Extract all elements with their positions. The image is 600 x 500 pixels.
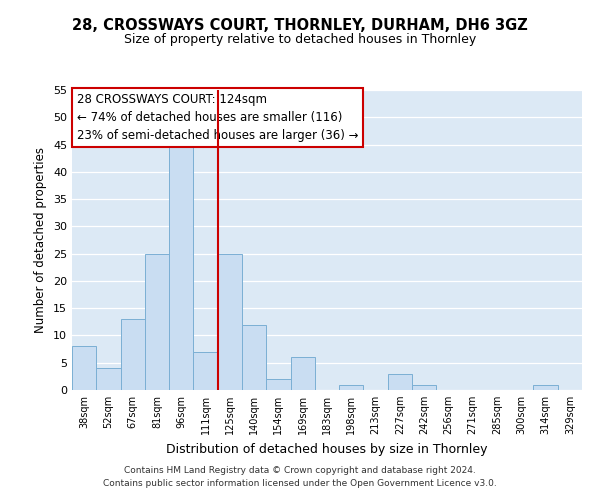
Bar — [388, 374, 412, 390]
Bar — [72, 346, 96, 390]
Bar — [339, 384, 364, 390]
Bar — [242, 324, 266, 390]
Bar — [290, 358, 315, 390]
Text: Contains HM Land Registry data © Crown copyright and database right 2024.
Contai: Contains HM Land Registry data © Crown c… — [103, 466, 497, 487]
Bar — [533, 384, 558, 390]
Bar — [121, 319, 145, 390]
Text: Size of property relative to detached houses in Thornley: Size of property relative to detached ho… — [124, 32, 476, 46]
X-axis label: Distribution of detached houses by size in Thornley: Distribution of detached houses by size … — [166, 442, 488, 456]
Text: 28, CROSSWAYS COURT, THORNLEY, DURHAM, DH6 3GZ: 28, CROSSWAYS COURT, THORNLEY, DURHAM, D… — [72, 18, 528, 32]
Text: 28 CROSSWAYS COURT: 124sqm
← 74% of detached houses are smaller (116)
23% of sem: 28 CROSSWAYS COURT: 124sqm ← 74% of deta… — [77, 93, 359, 142]
Bar — [218, 254, 242, 390]
Y-axis label: Number of detached properties: Number of detached properties — [34, 147, 47, 333]
Bar — [96, 368, 121, 390]
Bar — [412, 384, 436, 390]
Bar — [266, 379, 290, 390]
Bar — [145, 254, 169, 390]
Bar — [193, 352, 218, 390]
Bar — [169, 139, 193, 390]
